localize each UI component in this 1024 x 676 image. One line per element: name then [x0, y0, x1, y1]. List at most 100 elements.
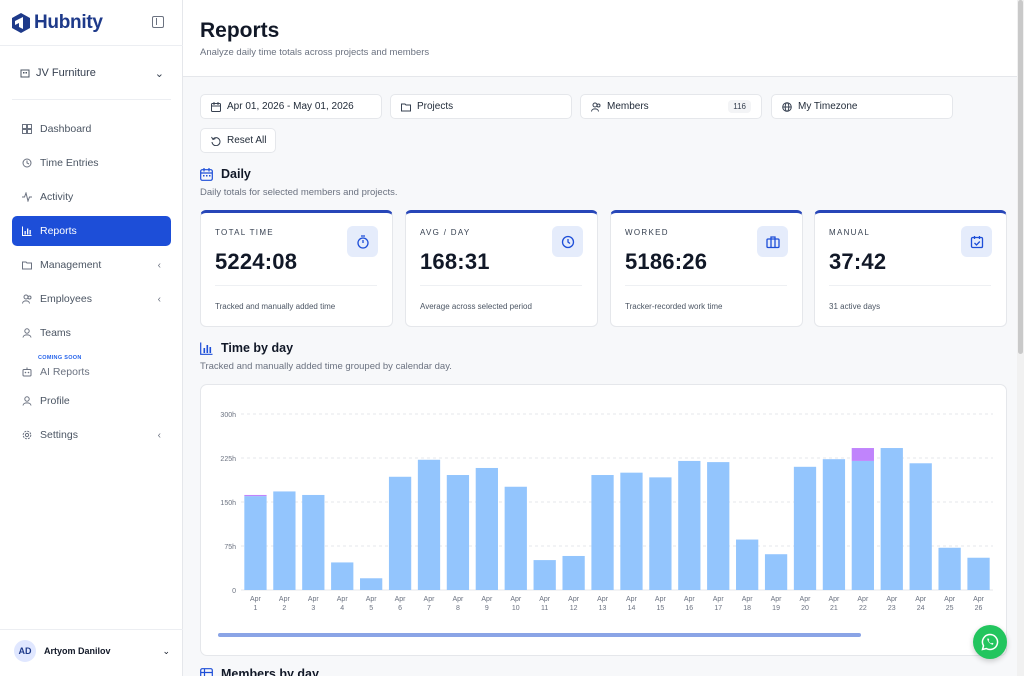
user-name: Artyom Danilov — [44, 646, 111, 656]
stat-label: TOTAL TIME — [215, 228, 274, 237]
brand-logo[interactable]: Hubnity — [12, 12, 103, 34]
calendar-icon — [200, 167, 213, 181]
stat-card-worked: WORKED 5186:26 Tracker-recorded work tim… — [610, 210, 803, 327]
stat-card-avg-day: AVG / DAY 168:31 Average across selected… — [405, 210, 598, 327]
members-count-badge: 116 — [728, 100, 751, 113]
y-tick-label: 225h — [220, 456, 236, 463]
bar-tracked — [967, 557, 990, 590]
x-tick-label: 2 — [282, 605, 286, 612]
date-range-filter[interactable]: Apr 01, 2026 - May 01, 2026 — [200, 94, 382, 119]
bar-tracked — [504, 486, 527, 590]
sidebar-item-settings[interactable]: Settings ‹ — [12, 420, 171, 450]
sidebar-item-time-entries[interactable]: Time Entries — [12, 148, 171, 178]
bar-chart-icon — [200, 342, 213, 355]
whatsapp-chat-button[interactable] — [973, 625, 1007, 659]
bar-tracked — [880, 448, 903, 590]
stat-icon-badge — [961, 226, 992, 257]
chart-horizontal-scrollbar[interactable] — [218, 633, 861, 637]
timezone-filter[interactable]: My Timezone — [771, 94, 953, 119]
bar-tracked — [273, 491, 296, 590]
sidebar-item-profile[interactable]: Profile — [12, 386, 171, 416]
stat-note: 31 active days — [829, 302, 881, 311]
scrollbar-thumb[interactable] — [1018, 0, 1023, 354]
section-title-text: Members by day — [221, 667, 319, 676]
org-name: JV Furniture — [36, 67, 96, 79]
profile-icon — [22, 396, 32, 406]
page-header: Reports Analyze daily time totals across… — [183, 0, 1024, 77]
folder-icon — [401, 103, 411, 111]
avatar: AD — [14, 640, 36, 662]
stat-icon-badge — [552, 226, 583, 257]
user-menu[interactable]: AD Artyom Danilov ⌄ — [14, 640, 170, 662]
sidebar-item-teams[interactable]: Teams — [12, 318, 171, 348]
x-tick-label: 10 — [512, 605, 520, 612]
sidebar-item-management[interactable]: Management ‹ — [12, 250, 171, 280]
stat-label: MANUAL — [829, 228, 871, 237]
hubnity-logo-icon — [12, 13, 30, 33]
x-tick-label: 21 — [830, 605, 838, 612]
y-tick-label: 300h — [220, 412, 236, 419]
section-title-text: Time by day — [221, 341, 294, 355]
sidebar-item-dashboard[interactable]: Dashboard — [12, 114, 171, 144]
reset-label: Reset All — [227, 135, 267, 146]
bar-manual — [851, 448, 874, 461]
calendar-check-icon — [970, 235, 983, 248]
x-tick-label: Apr — [944, 596, 956, 603]
members-by-day-title: Members by day — [200, 667, 319, 676]
x-tick-label: 15 — [656, 605, 664, 612]
bar-manual — [244, 494, 267, 497]
bar-tracked — [302, 494, 325, 590]
bar-chart: 300h 225h 150h 75h 0 Apr 1 Apr 2 Apr 3 Apr 4 Apr 5 Apr 6… — [220, 412, 993, 612]
clock-icon — [561, 235, 574, 248]
divider — [12, 99, 171, 100]
time-by-day-subtitle: Tracked and manually added time grouped … — [200, 361, 452, 372]
sidebar-item-reports[interactable]: Reports — [12, 216, 171, 246]
page-subtitle: Analyze daily time totals across project… — [200, 47, 430, 58]
activity-icon — [22, 192, 32, 202]
sidebar-item-label: AI Reports — [40, 366, 90, 378]
reset-all-button[interactable]: Reset All — [200, 128, 276, 153]
sidebar-item-label: Teams — [40, 327, 71, 339]
members-filter[interactable]: Members 116 — [580, 94, 762, 119]
x-tick-label: Apr — [250, 596, 262, 603]
x-tick-label: Apr — [828, 596, 840, 603]
time-by-day-chart: 300h 225h 150h 75h 0 Apr 1 Apr 2 Apr 3 Apr 4 Apr 5 Apr 6… — [200, 384, 1007, 656]
coming-soon-badge: COMING SOON — [38, 355, 82, 361]
divider — [829, 285, 991, 286]
gear-icon — [22, 430, 32, 440]
stopwatch-icon — [356, 234, 369, 249]
x-tick-label: 24 — [917, 605, 925, 612]
bar-tracked — [388, 476, 412, 590]
x-tick-label: 3 — [311, 605, 315, 612]
x-tick-label: Apr — [337, 596, 349, 603]
sidebar-item-employees[interactable]: Employees ‹ — [12, 284, 171, 314]
x-tick-label: 22 — [859, 605, 867, 612]
x-tick-label: Apr — [886, 596, 898, 603]
users-icon — [22, 294, 32, 304]
bar-tracked — [533, 560, 556, 590]
briefcase-icon — [765, 235, 780, 248]
x-tick-label: 12 — [570, 605, 578, 612]
x-tick-label: Apr — [597, 596, 609, 603]
sidebar-item-label: Management — [40, 259, 102, 271]
bar-tracked — [360, 578, 383, 590]
divider — [215, 285, 377, 286]
divider — [625, 285, 787, 286]
collapse-sidebar-icon[interactable] — [152, 16, 164, 28]
org-switcher[interactable]: JV Furniture ⌄ — [20, 65, 164, 81]
section-title-text: Daily — [221, 167, 251, 181]
x-tick-label: 4 — [340, 605, 344, 612]
page-scrollbar[interactable] — [1017, 0, 1024, 676]
daily-section-subtitle: Daily totals for selected members and pr… — [200, 187, 398, 198]
x-tick-label: Apr — [915, 596, 927, 603]
stat-note: Tracked and manually added time — [215, 302, 336, 311]
time-by-day-title: Time by day — [200, 341, 293, 355]
members-label: Members — [607, 101, 649, 112]
y-tick-label: 75h — [224, 544, 236, 551]
bar-tracked — [446, 475, 470, 590]
bar-tracked — [475, 467, 498, 590]
sidebar-item-activity[interactable]: Activity — [12, 182, 171, 212]
whatsapp-icon — [981, 633, 999, 651]
sidebar-item-ai-reports[interactable]: COMING SOON AI Reports — [12, 352, 171, 382]
projects-filter[interactable]: Projects — [390, 94, 572, 119]
